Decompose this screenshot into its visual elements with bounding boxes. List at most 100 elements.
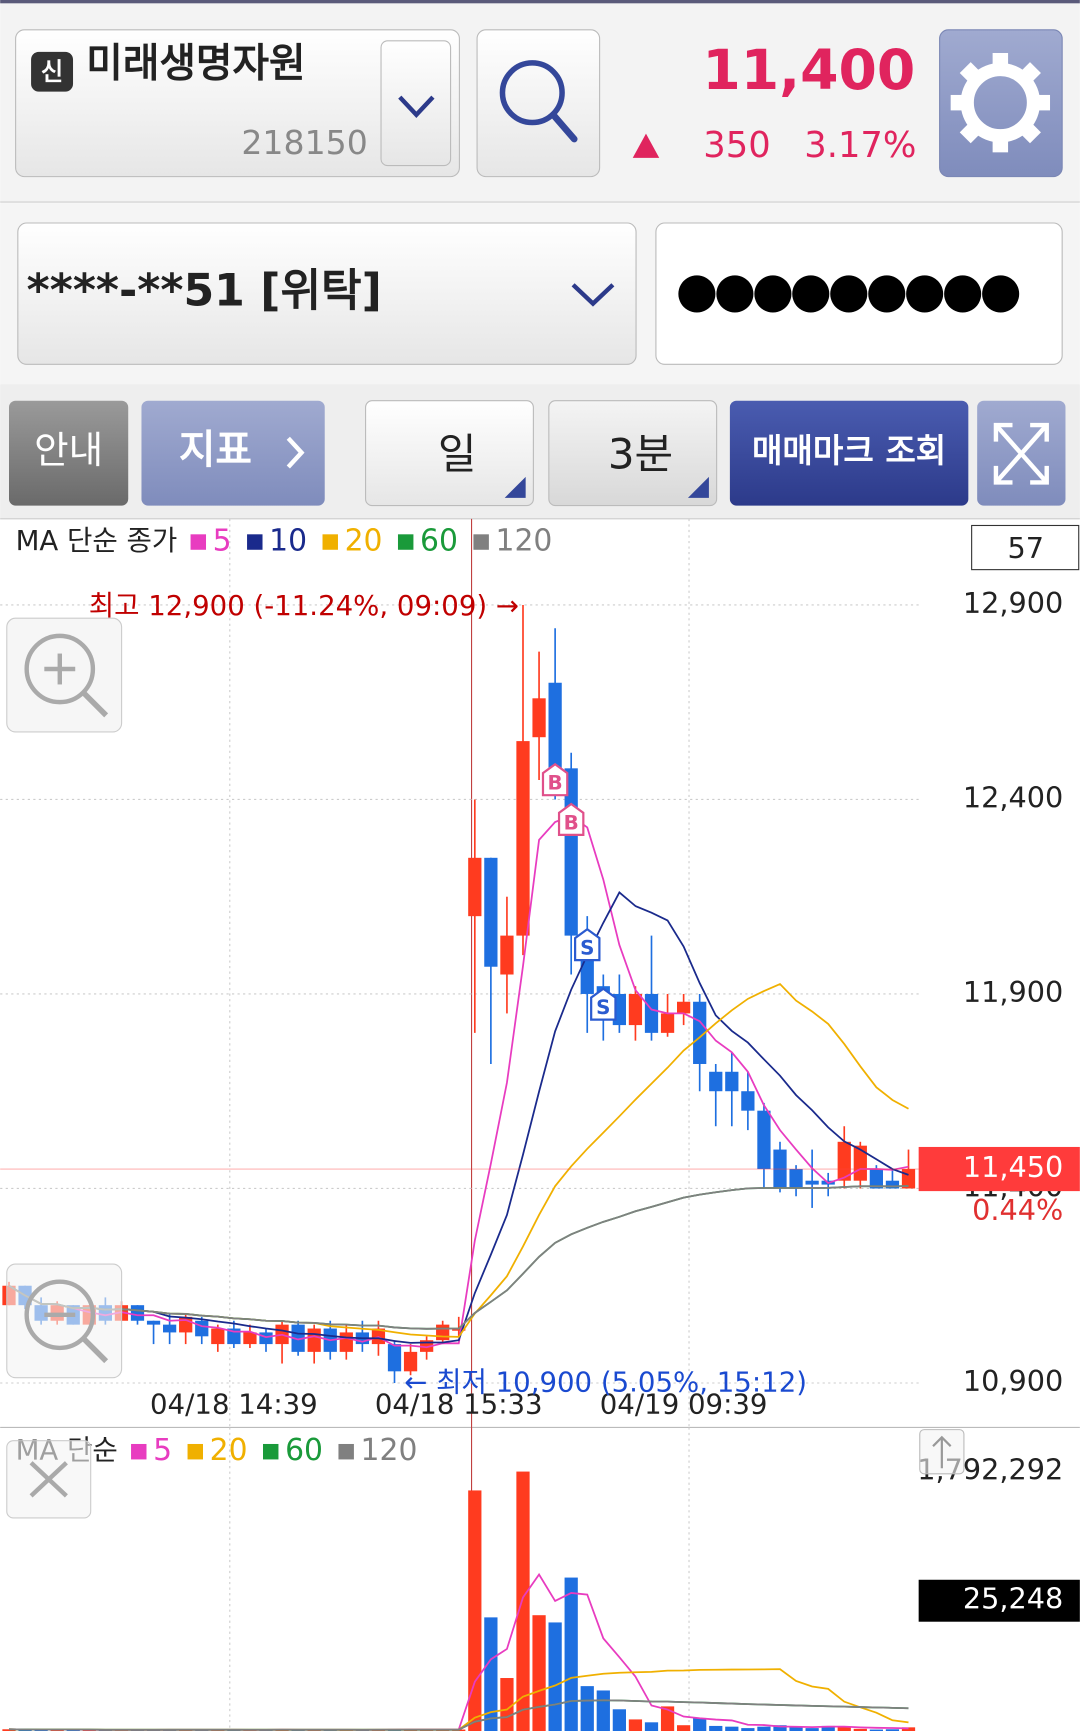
trade-mark [541,762,569,797]
legend-label: 120 [361,1433,418,1468]
candle-body [307,1328,321,1352]
legend-swatch [263,1443,279,1460]
current-label: 11,450 [963,1150,1063,1184]
candle-body [195,1320,209,1337]
candle-body [757,1110,771,1170]
candle-body [436,1324,450,1341]
interval-button[interactable] [548,400,718,507]
candle-body [452,1328,466,1331]
y-tick-label: 12,900 [963,586,1063,620]
trade-mark [574,927,601,962]
legend-label: 120 [496,524,553,559]
stock-dropdown[interactable] [380,40,452,167]
volume-bar [516,1471,530,1731]
account-number: ****-**51 [위탁] [27,266,382,317]
ma-line [8,1668,909,1731]
legend-label: 60 [285,1433,323,1468]
candle-body [420,1340,434,1352]
legend-label: 20 [210,1433,248,1468]
password-field[interactable] [655,222,1063,365]
period-button[interactable] [365,400,534,507]
zoom-in-button[interactable] [6,617,123,733]
guide-label: 안내 [34,428,103,472]
current-box [918,1146,1080,1192]
corner-mark [687,476,709,498]
volume-bar [548,1622,562,1731]
candle-body [741,1091,755,1111]
current-label: 25,248 [963,1582,1063,1616]
candle-body [130,1305,145,1321]
indicator-label: 지표 [179,427,252,473]
candle-body [677,1001,691,1014]
account-select[interactable] [17,222,637,365]
legend-label: 10 [269,524,307,559]
volume-bar [484,1617,498,1731]
legend-swatch [190,534,207,550]
legend-swatch [247,534,263,550]
volume-bar [644,1722,659,1731]
candle-body [853,1145,867,1181]
scale-button[interactable] [919,1429,965,1475]
legend-label: 20 [345,524,383,559]
expand-icon [993,422,1049,485]
candle-body [644,993,659,1033]
candle-body [339,1332,353,1352]
volume-bar [628,1719,643,1731]
volume-bar [837,1726,851,1731]
price: 11,400 [702,39,915,103]
volume-bar [901,1727,916,1731]
stock-name: 미래생명자원 [86,41,305,87]
ma-line [8,1699,909,1731]
count-box [971,524,1080,571]
up-arrow [632,133,660,158]
candle-body [162,1324,177,1333]
chevron [398,95,435,119]
volume-bar [709,1725,723,1731]
volume-bar [741,1728,755,1731]
guide-button[interactable] [8,400,129,506]
candle-body [532,698,546,738]
legend-label: 5 [213,524,232,559]
candle-count: 57 [1007,531,1044,565]
top-border [0,0,1080,4]
candle-body [146,1320,161,1325]
search-button[interactable] [476,29,601,178]
legend-swatch [187,1443,203,1460]
corner-mark [504,476,526,498]
candle-body [837,1141,851,1181]
badge: 신 [41,57,63,86]
ma-line [8,1572,909,1731]
stock-box[interactable] [15,29,460,178]
candle-body [725,1071,739,1092]
volume-bar [660,1706,675,1731]
interval-label: 3분 [608,430,673,479]
candle-body [243,1332,257,1345]
search-icon [549,111,578,143]
volume-bar [500,1678,514,1731]
candle-body [500,935,514,975]
volume-bar [789,1727,803,1731]
trade-mark-label: S [580,937,594,960]
period-label: 일 [438,430,477,479]
legend-title: MA 단순 종가 [16,524,178,557]
candle-body [789,1169,803,1189]
trade-marks-button[interactable] [729,400,969,506]
legend-label: 5 [153,1433,172,1468]
candle-body [259,1332,273,1345]
indicator-button[interactable] [141,400,325,506]
legend-swatch [338,1443,354,1460]
trade-mark-label: B [548,772,563,795]
legend-swatch [473,534,489,550]
volume-bar [757,1726,771,1731]
zoom-out-button[interactable] [6,1263,123,1379]
close-button[interactable] [6,1440,92,1519]
volume-bar [693,1717,707,1731]
candle-body [885,1180,900,1189]
candle-body [484,857,498,967]
low-annotation: ← 최저 10,900 (5.05%, 15:12) [404,1365,807,1398]
legend-label: 60 [420,524,458,559]
y-tick-label: 12,400 [963,780,1063,814]
